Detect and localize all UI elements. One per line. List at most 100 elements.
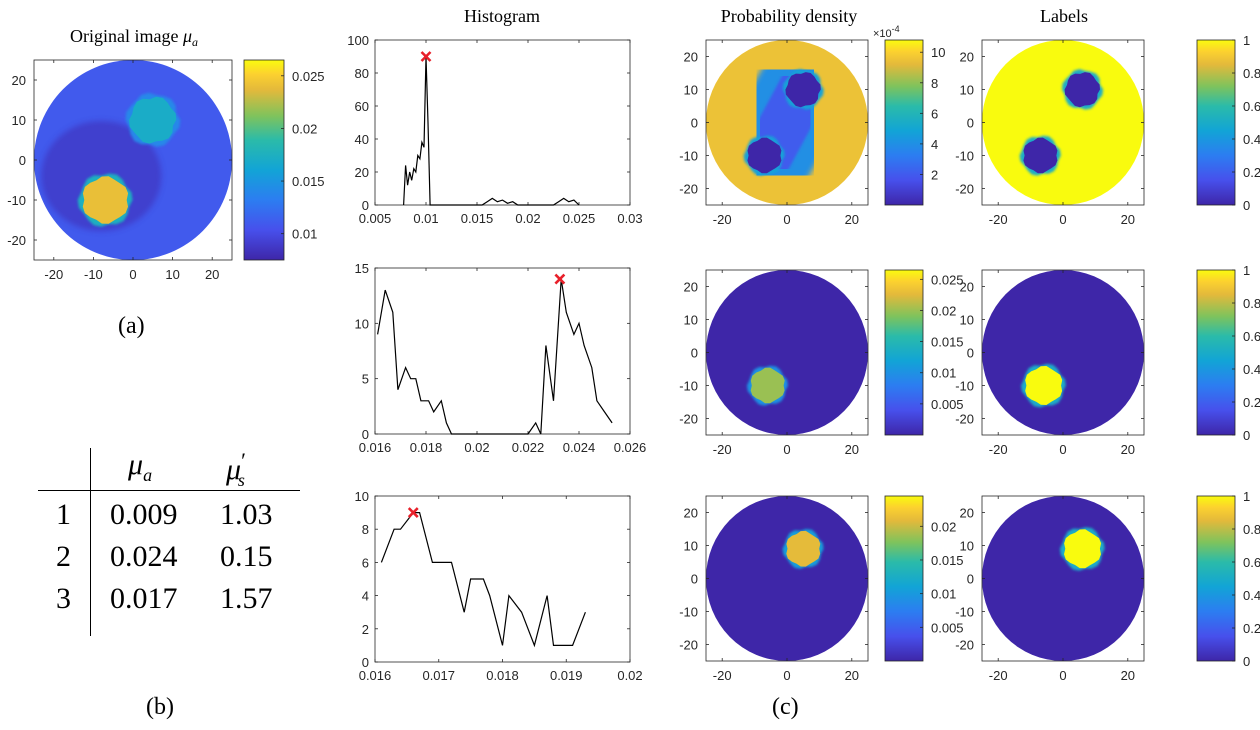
- colorbar: [1196, 39, 1236, 206]
- y-tick-label: 0: [362, 198, 369, 213]
- y-tick-label: 10: [960, 313, 974, 328]
- disk-region: [982, 496, 1144, 661]
- y-tick-label: -10: [679, 149, 698, 164]
- x-tick-label: 0.02: [617, 668, 642, 683]
- colorbar-tick-label: 0.4: [1243, 588, 1260, 603]
- blob-2: [129, 96, 177, 144]
- colorbar-tick-label: 0.01: [292, 227, 317, 242]
- blob-1: [747, 137, 782, 174]
- y-tick-label: -20: [955, 638, 974, 653]
- x-tick-label: 0: [1059, 442, 1066, 457]
- blob-1: [750, 367, 785, 404]
- y-tick-label: -20: [679, 412, 698, 427]
- colorbar-tick-label: 0.025: [931, 272, 964, 287]
- histogram-curve: [377, 279, 613, 435]
- y-tick-label: 0: [691, 346, 698, 361]
- colorbar-tick-label: 0.4: [1243, 132, 1260, 147]
- density-panel-3: -20 0 20 20 10 0 -10 -20 0.02 0.015 0.01 0.005: [679, 495, 964, 683]
- blob-1: [82, 176, 129, 224]
- colorbar-tick-label: 6: [931, 106, 938, 121]
- blob-2: [785, 72, 821, 108]
- table-row-2-id: 2: [56, 540, 71, 573]
- colorbar-tick-label: 0.8: [1243, 296, 1260, 311]
- y-tick-label: -10: [955, 605, 974, 620]
- colorbar-tick-label: 0: [1243, 198, 1250, 213]
- x-tick-label: 0: [783, 668, 790, 683]
- histogram-panel-3: 0.016 0.017 0.018 0.019 0.02 0 2 4 6 8 10: [355, 489, 643, 683]
- table-column-rule: [90, 448, 91, 636]
- y-tick-label: 2: [362, 622, 369, 637]
- y-tick-label: 20: [684, 506, 698, 521]
- table-row-2-mu-s: 0.15: [220, 540, 273, 573]
- labels-panel-2: -20 0 20 20 10 0 -10 -20 1 0.8 0.6 0.4 0.2 0: [955, 263, 1260, 457]
- y-tick-label: 0: [362, 427, 369, 442]
- x-tick-label: 20: [845, 442, 859, 457]
- colorbar-tick-label: 0.01: [931, 587, 956, 602]
- x-tick-label: 0.022: [512, 440, 545, 455]
- table-header-mu-a: μa: [128, 448, 153, 485]
- colorbar-tick-label: 0.02: [292, 121, 317, 136]
- histogram-curve: [403, 56, 580, 206]
- colorbar-tick-label: 0.025: [292, 69, 325, 84]
- y-tick-label: 10: [684, 83, 698, 98]
- parameter-table: μa μ′s 1 0.009 1.03 2 0.024 0.15 3 0.017…: [38, 448, 308, 648]
- labels-panel-3: -20 0 20 20 10 0 -10 -20 1 0.8 0.6 0.4 0.2 0: [955, 489, 1260, 683]
- x-tick-label: 20: [1121, 212, 1135, 227]
- x-tick-label: 0.025: [563, 211, 596, 226]
- y-tick-label: 60: [355, 99, 369, 114]
- colorbar-tick-label: 0.01: [931, 366, 956, 381]
- x-tick-label: 0.015: [461, 211, 494, 226]
- peak-marker: [554, 273, 566, 285]
- y-tick-label: 20: [960, 506, 974, 521]
- x-tick-label: -20: [44, 267, 63, 282]
- x-tick-label: -20: [989, 212, 1008, 227]
- colorbar-exponent: ×10-4: [873, 24, 900, 40]
- colorbar: [884, 39, 924, 206]
- colorbar: [1196, 269, 1236, 436]
- caption-b: (b): [146, 694, 174, 720]
- y-tick-label: 5: [362, 372, 369, 387]
- y-tick-label: 80: [355, 66, 369, 81]
- table-header-rule: [38, 490, 300, 491]
- title-density: Probability density: [721, 6, 858, 26]
- x-tick-label: 20: [845, 668, 859, 683]
- axes-box: [374, 267, 631, 435]
- x-tick-label: 0.017: [422, 668, 455, 683]
- table-row-3-mu-a: 0.017: [110, 582, 178, 615]
- y-tick-label: 10: [684, 539, 698, 554]
- histogram-curve: [380, 511, 586, 648]
- table-row-3-id: 3: [56, 582, 71, 615]
- x-tick-label: 20: [1121, 442, 1135, 457]
- x-tick-label: 0: [783, 442, 790, 457]
- x-tick-label: 0.03: [617, 211, 642, 226]
- x-tick-label: 0.019: [550, 668, 583, 683]
- x-tick-label: 20: [205, 267, 219, 282]
- y-tick-label: -10: [955, 379, 974, 394]
- y-tick-label: -20: [955, 182, 974, 197]
- y-tick-label: -10: [7, 193, 26, 208]
- colorbar-tick-label: 0.4: [1243, 362, 1260, 377]
- x-tick-label: 0.01: [413, 211, 438, 226]
- colorbar-tick-label: 0.8: [1243, 66, 1260, 81]
- histogram-panel-2: 0.016 0.018 0.02 0.022 0.024 0.026 0 5 10 15: [355, 261, 647, 455]
- table-row-1-id: 1: [56, 498, 71, 531]
- title-labels: Labels: [1040, 6, 1088, 26]
- colorbar: [1196, 495, 1236, 662]
- blob-1: [1064, 529, 1102, 569]
- table-row-2-mu-a: 0.024: [110, 540, 178, 573]
- x-tick-label: -20: [989, 442, 1008, 457]
- y-tick-label: 0: [967, 116, 974, 131]
- y-tick-label: -20: [7, 233, 26, 248]
- y-tick-label: 0: [362, 655, 369, 670]
- density-panel-1: -20 0 20 20 10 0 -10 -20 10 8 6 4 2 ×10-4: [679, 24, 945, 227]
- x-tick-label: 0: [1059, 212, 1066, 227]
- colorbar-tick-label: 0.005: [931, 620, 964, 635]
- y-tick-label: -10: [955, 149, 974, 164]
- x-tick-label: -20: [713, 212, 732, 227]
- colorbar-tick-label: 0.015: [931, 335, 964, 350]
- histogram-panel-1: 0.005 0.01 0.015 0.02 0.025 0.03 0 20 40 60 80 100: [347, 33, 642, 226]
- density-panel-2: -20 0 20 20 10 0 -10 -20 0.025 0.02 0.015 0.01 0.005: [679, 269, 964, 457]
- colorbar-tick-label: 0.6: [1243, 99, 1260, 114]
- x-tick-label: 0.02: [515, 211, 540, 226]
- y-tick-label: 100: [347, 33, 369, 48]
